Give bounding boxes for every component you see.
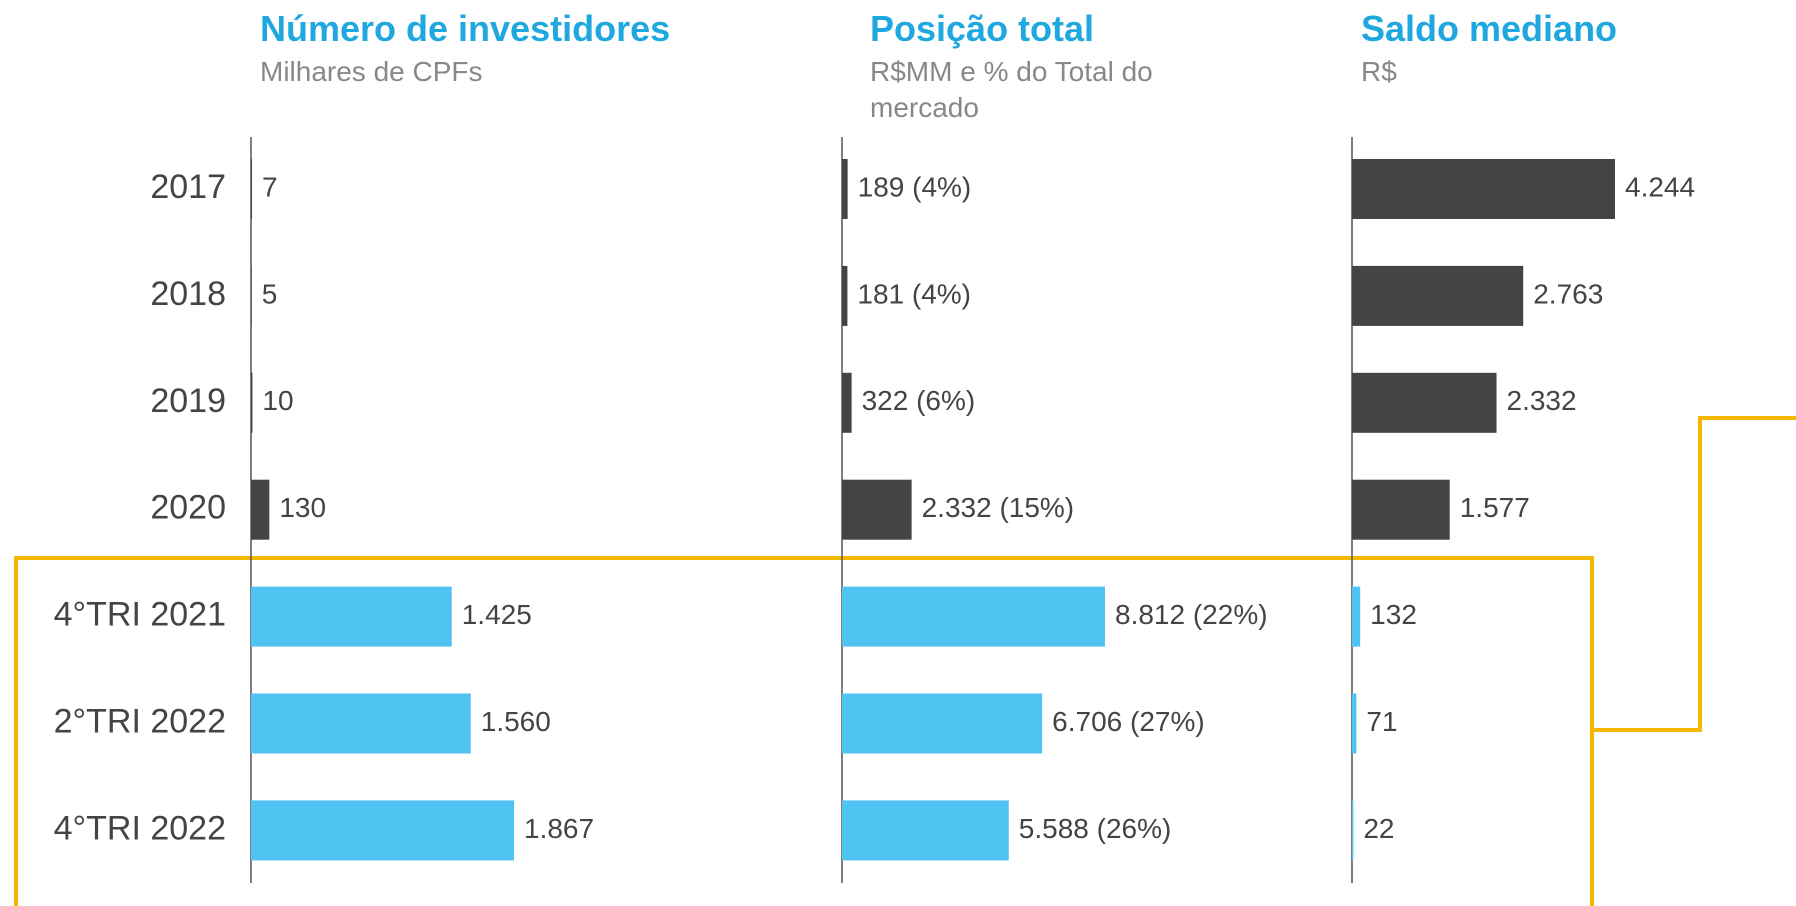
bar (1352, 265, 1524, 326)
value-label: 1.560 (481, 706, 551, 737)
value-label: 22 (1363, 813, 1394, 844)
bar (1352, 800, 1354, 861)
bar (251, 479, 270, 540)
value-label: 4.244 (1625, 171, 1695, 202)
bar (842, 693, 1043, 754)
panel-title: Número de investidores (260, 8, 671, 49)
value-label: 7 (262, 171, 278, 202)
value-label: 5 (262, 278, 278, 309)
panel-subtitle: R$MM e % do Total do mercado (870, 56, 1153, 123)
connector (1592, 416, 1796, 732)
bar (842, 372, 852, 433)
category-label: 2020 (150, 489, 226, 527)
value-label: 2.332 (15%) (922, 492, 1075, 523)
bar (251, 159, 252, 219)
category-label: 4°TRI 2022 (54, 809, 226, 847)
value-label: 181 (4%) (857, 278, 971, 309)
bar (1352, 372, 1497, 433)
category-label: 2018 (150, 275, 226, 313)
value-label: 2.332 (1507, 385, 1577, 416)
category-label: 4°TRI 2021 (54, 596, 226, 634)
bar (842, 265, 848, 326)
value-label: 132 (1370, 599, 1417, 630)
value-label: 322 (6%) (862, 385, 976, 416)
bar (1352, 586, 1361, 647)
panel-title: Posição total (870, 8, 1095, 49)
panel-subtitle: R$ (1361, 56, 1397, 87)
bar (1352, 159, 1615, 219)
value-label: 130 (279, 492, 326, 523)
value-label: 6.706 (27%) (1052, 706, 1205, 737)
category-label: 2°TRI 2022 (54, 702, 226, 740)
value-label: 2.763 (1533, 278, 1603, 309)
value-label: 1.867 (524, 813, 594, 844)
value-label: 8.812 (22%) (1115, 599, 1268, 630)
bar (251, 586, 452, 647)
bar (842, 479, 912, 540)
value-label: 5.588 (26%) (1019, 813, 1172, 844)
value-label: 10 (262, 385, 293, 416)
panel-subtitle: Milhares de CPFs (260, 56, 483, 87)
bar (842, 800, 1009, 861)
value-label: 1.425 (462, 599, 532, 630)
bar (842, 586, 1105, 647)
bar (251, 800, 514, 861)
category-label: 2017 (150, 168, 226, 206)
value-label: 71 (1366, 706, 1397, 737)
bar (251, 693, 471, 754)
bar (251, 372, 253, 433)
bar (842, 159, 848, 219)
bar (1352, 693, 1357, 754)
value-label: 1.577 (1460, 492, 1530, 523)
value-label: 189 (4%) (858, 171, 972, 202)
panel-title: Saldo mediano (1361, 8, 1618, 49)
highlight-box (14, 556, 1594, 906)
bar (251, 265, 252, 326)
category-label: 2019 (150, 382, 226, 420)
bar (1352, 479, 1450, 540)
